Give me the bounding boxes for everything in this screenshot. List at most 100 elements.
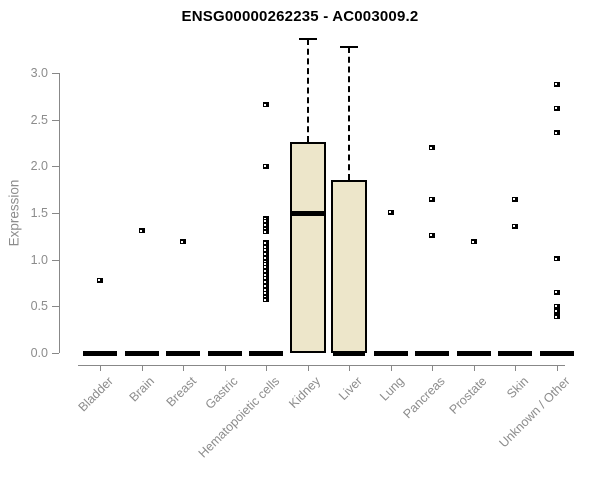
whisker-cap [298, 38, 317, 41]
data-point [263, 226, 269, 232]
x-axis-category-label: Prostate [446, 374, 490, 417]
median-line [373, 350, 408, 356]
data-point [138, 228, 145, 234]
x-axis-category-label: Gastric [202, 374, 241, 412]
data-point [263, 287, 269, 293]
data-point [553, 130, 560, 136]
x-axis-line [78, 365, 565, 366]
median-line [415, 350, 449, 356]
y-axis-tick-label: 2.0 [30, 159, 48, 174]
median-line [249, 350, 283, 356]
y-axis-tick [52, 73, 59, 74]
x-axis-tick [432, 365, 433, 371]
x-axis-category-label: Unknown / Other [496, 374, 573, 451]
median-line [207, 350, 242, 356]
data-point [553, 308, 560, 314]
data-point [553, 289, 560, 295]
y-axis-tick-label: 0.0 [30, 346, 48, 360]
data-point [263, 218, 269, 224]
data-point [470, 239, 477, 245]
median-line [456, 350, 491, 356]
median-line [291, 211, 324, 217]
y-axis-tick-label: 3.0 [30, 66, 48, 80]
data-point [263, 247, 269, 253]
data-point [553, 256, 560, 262]
x-axis-tick [515, 365, 516, 371]
x-axis-tick [100, 365, 101, 371]
x-axis-tick [307, 365, 309, 371]
y-axis-tick-label: 1.5 [30, 206, 48, 220]
data-point [263, 279, 269, 285]
whisker-line [306, 39, 309, 143]
data-point [263, 283, 269, 289]
data-point [429, 196, 435, 202]
data-point [180, 239, 186, 245]
data-point [553, 314, 560, 320]
data-point [553, 81, 560, 87]
y-axis-tick-label: 2.5 [30, 112, 48, 127]
data-point [263, 251, 269, 257]
data-point [263, 268, 269, 274]
whisker-cap [340, 45, 358, 48]
y-axis-tick [52, 306, 59, 308]
box [331, 180, 367, 353]
data-point [97, 277, 103, 283]
x-axis-tick [141, 365, 143, 371]
x-axis-category-label: Pancreas [400, 374, 448, 422]
data-point [263, 259, 269, 265]
x-axis-tick [224, 365, 226, 371]
median-line [498, 350, 532, 356]
data-point [263, 272, 269, 278]
data-point [263, 255, 269, 261]
y-axis-tick [52, 166, 59, 168]
data-point [263, 264, 269, 270]
y-axis-tick [52, 119, 59, 121]
data-point [263, 240, 269, 246]
y-axis-line [59, 73, 60, 353]
box [289, 142, 326, 353]
x-axis-category-label: Lung [376, 374, 407, 404]
data-point [553, 303, 560, 309]
data-point [553, 105, 560, 111]
data-point [263, 163, 269, 169]
x-axis-category-label: Brain [126, 374, 158, 405]
x-axis-tick [473, 365, 475, 371]
data-point [263, 102, 269, 108]
x-axis-category-label: Breast [163, 374, 199, 410]
chart-title: ENSG00000262235 - AC003009.2 [181, 8, 419, 25]
data-point [512, 223, 518, 229]
data-point [512, 196, 518, 202]
y-axis-tick [52, 353, 59, 354]
median-line [166, 350, 200, 356]
data-point [263, 222, 269, 228]
y-axis-tick-label: 0.5 [30, 299, 48, 314]
x-axis-category-label: Skin [503, 374, 531, 402]
x-axis-category-label: Hematopoietic cells [195, 374, 282, 461]
data-point [429, 232, 435, 238]
data-point [263, 244, 269, 250]
data-point [263, 229, 269, 235]
whisker-line [348, 46, 350, 181]
x-axis-tick [390, 365, 392, 371]
x-axis-tick [349, 365, 350, 371]
data-point [387, 209, 394, 215]
x-axis-category-label: Bladder [75, 374, 116, 415]
data-point [263, 290, 269, 296]
data-point [263, 294, 269, 300]
median-line [333, 350, 365, 356]
data-point [263, 275, 269, 281]
x-axis-tick [183, 365, 184, 371]
x-axis-tick [266, 365, 267, 371]
median-line [83, 350, 117, 356]
y-axis-tick-label: 1.0 [30, 252, 48, 267]
median-line [539, 350, 574, 356]
x-axis-category-label: Liver [335, 374, 365, 404]
data-point [263, 261, 269, 267]
y-axis-tick [52, 213, 59, 214]
median-line [124, 350, 159, 356]
x-axis-category-label: Kidney [286, 374, 324, 411]
data-point [263, 216, 269, 222]
y-axis-tick [52, 259, 59, 261]
data-point [429, 145, 435, 151]
